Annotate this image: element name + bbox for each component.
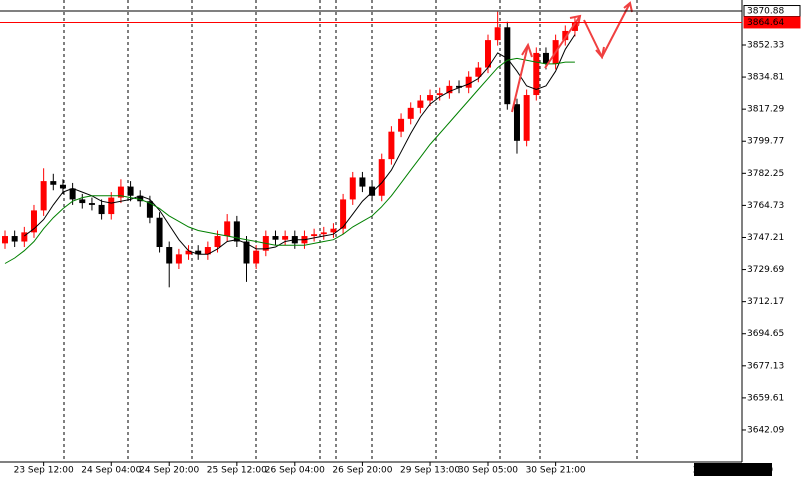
cursor-label-box <box>694 463 772 476</box>
candle-body <box>542 52 549 64</box>
candle-body <box>533 52 540 96</box>
candle-body <box>195 250 202 255</box>
candle-body <box>282 236 289 240</box>
candle-body <box>233 221 240 242</box>
candle-body <box>224 221 231 237</box>
candle-body <box>88 203 95 205</box>
y-tick-label: 3834.81 <box>747 73 784 83</box>
candle-body <box>407 107 414 119</box>
price-label-box <box>743 16 801 29</box>
candle-body <box>388 131 395 160</box>
candle-body <box>330 228 337 233</box>
x-tick-label: 26 Sep 20:00 <box>332 466 392 476</box>
candle-body <box>417 100 424 108</box>
arrow-head <box>521 42 533 58</box>
y-tick-label: 3659.61 <box>747 393 784 403</box>
y-tick-label: 3852.33 <box>747 40 784 50</box>
candle-body <box>2 236 8 244</box>
candle-body <box>513 104 520 141</box>
candle-body <box>369 186 376 196</box>
y-tick-label: 3642.09 <box>747 425 784 435</box>
y-tick-label: 3799.77 <box>747 137 784 147</box>
candle-body <box>311 234 318 237</box>
candle-body <box>253 250 260 264</box>
candle-body <box>465 76 472 88</box>
candle-body <box>359 177 366 187</box>
y-tick-label: 3729.69 <box>747 265 784 275</box>
candle-body <box>436 93 443 96</box>
candle-body <box>137 195 144 202</box>
x-tick-label: 24 Sep 04:00 <box>81 466 141 476</box>
y-tick-label: 3677.13 <box>747 361 784 371</box>
arrow <box>544 15 581 69</box>
candle-body <box>320 232 327 235</box>
y-tick-label: 3694.65 <box>747 329 784 339</box>
candle-body <box>59 184 66 189</box>
candle-body <box>243 241 250 264</box>
moving-average <box>4 57 575 264</box>
y-tick-label: 3782.25 <box>747 169 784 179</box>
drawn-arrows <box>511 1 633 113</box>
candle-body <box>117 186 124 198</box>
candle-body <box>398 118 405 132</box>
candle-body <box>494 27 501 41</box>
candle-body <box>340 199 347 229</box>
candle-body <box>562 30 569 41</box>
candle-body <box>185 250 192 255</box>
candle-body <box>175 254 182 264</box>
labels: 3642.09 3659.61 3677.13 3694.65 3712.17 3729.… <box>0 5 801 476</box>
candle-body <box>378 159 385 196</box>
candle-body <box>504 27 511 105</box>
candle-body <box>127 186 134 196</box>
moving-average <box>23 34 576 255</box>
candle-body <box>214 236 221 248</box>
candle-body <box>475 67 482 77</box>
arrow <box>511 44 529 113</box>
candle-body <box>146 201 153 218</box>
candle-body <box>272 236 279 240</box>
y-tick-label: 3747.21 <box>747 233 784 243</box>
cursor-label: 2025.10.03 00:00 <box>693 466 774 476</box>
candle-body <box>98 204 105 215</box>
candle-body <box>456 85 463 88</box>
x-tick-label: 25 Sep 12:00 <box>207 466 267 476</box>
x-tick-label: 29 Sep 13:00 <box>400 466 460 476</box>
x-tick-label: 23 Sep 12:00 <box>14 466 74 476</box>
arrow-head <box>595 46 605 60</box>
candle-body <box>349 177 356 200</box>
plot <box>2 11 578 288</box>
day-separators <box>63 0 638 462</box>
y-tick-label: 3764.73 <box>747 201 784 211</box>
x-tick-label: 30 Sep 21:00 <box>526 466 586 476</box>
candle-body <box>204 247 211 255</box>
candle-body <box>30 210 37 233</box>
x-tick-label: 30 Sep 05:00 <box>458 466 518 476</box>
y-tick-label: 3817.29 <box>747 105 784 115</box>
candle-body <box>21 232 28 242</box>
price-label: 3870.88 <box>747 7 784 17</box>
candle-body <box>156 217 163 248</box>
candle-body <box>69 188 76 200</box>
y-tick-label: 3712.17 <box>747 297 784 307</box>
x-tick-label: 26 Sep 04:00 <box>265 466 325 476</box>
price-label: 3864.64 <box>747 18 784 28</box>
candle-body <box>166 247 173 264</box>
x-tick-label: 24 Sep 20:00 <box>139 466 199 476</box>
candle-body <box>571 22 578 31</box>
candle-body <box>523 95 530 141</box>
candle-body <box>446 85 453 94</box>
candle-body <box>485 40 491 68</box>
candle-body <box>11 236 18 242</box>
arrow-head <box>623 1 633 13</box>
candle-body <box>108 197 115 215</box>
candle-body <box>50 181 57 185</box>
candle-body <box>79 199 86 204</box>
candle-body <box>40 181 47 211</box>
candle-body <box>427 95 434 101</box>
